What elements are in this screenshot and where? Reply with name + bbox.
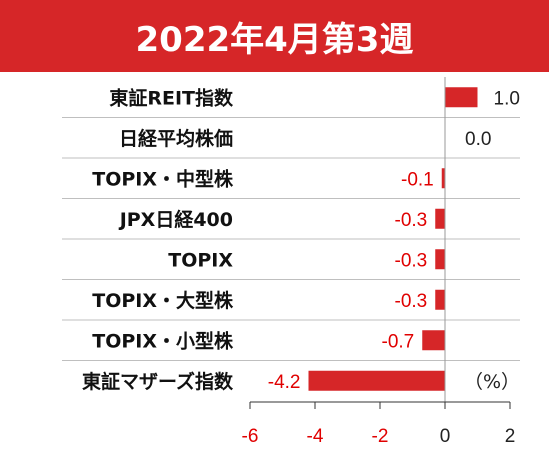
unit-label: （%） <box>464 371 520 393</box>
x-tick-label: -6 <box>242 426 259 447</box>
value-label: -0.1 <box>401 169 434 190</box>
value-label: -0.3 <box>395 250 428 271</box>
value-label: -0.7 <box>382 331 415 352</box>
category-label: 東証マザーズ指数 <box>82 370 234 393</box>
value-label: 0.0 <box>465 129 491 150</box>
bar <box>422 330 445 351</box>
category-label: TOPIX <box>168 249 233 271</box>
chart-header: 2022年4月第3週 <box>0 0 549 72</box>
chart-title: 2022年4月第3週 <box>135 19 414 60</box>
value-label: -0.3 <box>395 210 428 231</box>
value-label: -0.3 <box>395 291 428 312</box>
category-label: TOPIX・小型株 <box>92 329 234 352</box>
bar <box>435 289 445 310</box>
value-label: -4.2 <box>268 372 301 393</box>
bar <box>435 249 445 270</box>
category-label: JPX日経400 <box>118 208 233 231</box>
category-label: TOPIX・中型株 <box>92 167 234 190</box>
x-tick-label: -4 <box>307 426 324 447</box>
x-tick-label: -2 <box>372 426 389 447</box>
bar <box>435 208 445 229</box>
bar <box>441 168 445 189</box>
bar <box>308 370 445 391</box>
category-label: 日経平均株価 <box>119 127 233 150</box>
category-label: 東証REIT指数 <box>109 86 234 109</box>
x-tick-label: 2 <box>505 426 516 447</box>
category-label: TOPIX・大型株 <box>92 289 234 312</box>
value-label: 1.0 <box>494 88 520 109</box>
bar <box>445 87 478 108</box>
x-tick-label: 0 <box>440 426 451 447</box>
